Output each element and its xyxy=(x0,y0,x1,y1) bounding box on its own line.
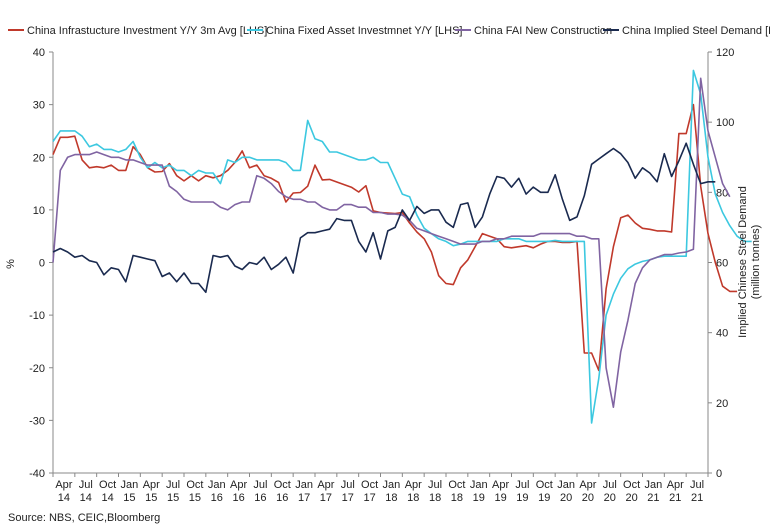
x-tick-month: Jul xyxy=(166,479,180,491)
x-tick-year: 20 xyxy=(582,492,594,504)
x-tick-month: Jan xyxy=(121,479,139,491)
x-tick-month: Jan xyxy=(383,479,401,491)
legend-label-3: China FAI New Construction xyxy=(474,25,612,37)
y-left-tick-label: 40 xyxy=(33,47,45,59)
y-axis-right-title: Implied Chinese Steel Demand (million ton… xyxy=(737,186,762,338)
x-tick-year: 14 xyxy=(101,492,113,504)
series-lines xyxy=(52,69,752,424)
legend: China Infrastucture Investment Y/Y 3m Av… xyxy=(8,25,770,37)
legend-label-4: China Implied Steel Demand [RHS] xyxy=(622,25,770,37)
x-tick-month: Jan xyxy=(295,479,313,491)
x-tick-year: 15 xyxy=(189,492,201,504)
x-tick-month: Oct xyxy=(186,479,203,491)
x-tick-month: Oct xyxy=(536,479,553,491)
x-tick-month: Apr xyxy=(55,479,72,491)
x-tick-month: Jan xyxy=(645,479,663,491)
y-axis-right-title-line: (million tonnes) xyxy=(750,225,762,300)
x-tick-month: Oct xyxy=(99,479,116,491)
y-left-tick-label: -20 xyxy=(29,363,45,375)
x-tick-month: Jan xyxy=(470,479,488,491)
x-tick-month: Jul xyxy=(515,479,529,491)
x-tick-year: 21 xyxy=(669,492,681,504)
legend-label-2: China Fixed Asset Investmnet Y/Y [LHS] xyxy=(266,25,462,37)
y-axis-right: 120 100 80 60 40 20 0 xyxy=(708,47,734,480)
y-left-tick-label: 20 xyxy=(33,152,45,164)
x-tick-year: 18 xyxy=(385,492,397,504)
x-tick-year: 18 xyxy=(429,492,441,504)
x-tick-year: 16 xyxy=(254,492,266,504)
x-tick-year: 19 xyxy=(494,492,506,504)
x-tick-month: Oct xyxy=(448,479,465,491)
x-tick-month: Jul xyxy=(690,479,704,491)
y-left-tick-label: 10 xyxy=(33,205,45,217)
x-tick-year: 16 xyxy=(211,492,223,504)
y-right-tick-label: 80 xyxy=(716,187,728,199)
y-axis-right-title-line: Implied Chinese Steel Demand xyxy=(737,186,749,338)
x-tick-year: 16 xyxy=(276,492,288,504)
x-tick-month: Jul xyxy=(79,479,93,491)
plot-area xyxy=(52,52,709,474)
x-tick-year: 17 xyxy=(363,492,375,504)
legend-label-1: China Infrastucture Investment Y/Y 3m Av… xyxy=(27,25,267,37)
source-note: Source: NBS, CEIC,Bloomberg xyxy=(8,512,161,524)
x-tick-year: 17 xyxy=(342,492,354,504)
x-tick-year: 18 xyxy=(407,492,419,504)
x-tick-month: Jul xyxy=(341,479,355,491)
x-tick-year: 19 xyxy=(473,492,485,504)
x-tick-year: 19 xyxy=(516,492,528,504)
x-tick-year: 14 xyxy=(80,492,92,504)
x-tick-month: Oct xyxy=(623,479,640,491)
series-line-2 xyxy=(52,69,752,424)
x-tick-month: Apr xyxy=(405,479,422,491)
x-tick-year: 15 xyxy=(167,492,179,504)
x-tick-month: Jul xyxy=(603,479,617,491)
x-tick-year: 20 xyxy=(625,492,637,504)
x-tick-month: Oct xyxy=(361,479,378,491)
x-tick-year: 18 xyxy=(451,492,463,504)
x-tick-month: Jul xyxy=(428,479,442,491)
series-line-3 xyxy=(52,77,731,409)
x-tick-year: 14 xyxy=(58,492,70,504)
x-tick-year: 20 xyxy=(560,492,572,504)
x-tick-month: Oct xyxy=(274,479,291,491)
x-tick-month: Apr xyxy=(143,479,160,491)
y-right-tick-label: 0 xyxy=(716,468,722,480)
series-line-1 xyxy=(52,103,738,372)
y-left-tick-label: -10 xyxy=(29,310,45,322)
y-axis-left-title: % xyxy=(5,259,17,269)
y-right-tick-label: 60 xyxy=(716,258,728,270)
x-tick-year: 15 xyxy=(123,492,135,504)
y-axis-left: 40 30 20 10 0 -10 -20 -30 -40 xyxy=(29,47,53,480)
x-tick-year: 16 xyxy=(232,492,244,504)
y-left-tick-label: 0 xyxy=(39,258,45,270)
x-tick-month: Apr xyxy=(579,479,596,491)
x-tick-month: Apr xyxy=(667,479,684,491)
y-left-tick-label: 30 xyxy=(33,100,45,112)
x-tick-year: 19 xyxy=(538,492,550,504)
x-tick-year: 21 xyxy=(647,492,659,504)
x-tick-year: 17 xyxy=(320,492,332,504)
x-tick-year: 17 xyxy=(298,492,310,504)
y-right-tick-label: 40 xyxy=(716,328,728,340)
series-line-4 xyxy=(52,142,716,294)
x-tick-month: Apr xyxy=(230,479,247,491)
x-tick-month: Apr xyxy=(492,479,509,491)
x-tick-month: Jan xyxy=(557,479,575,491)
x-tick-year: 21 xyxy=(691,492,703,504)
y-right-tick-label: 20 xyxy=(716,398,728,410)
y-left-tick-label: -30 xyxy=(29,415,45,427)
x-tick-year: 15 xyxy=(145,492,157,504)
x-tick-month: Apr xyxy=(317,479,334,491)
x-tick-year: 20 xyxy=(604,492,616,504)
x-tick-month: Jul xyxy=(253,479,267,491)
y-right-tick-label: 120 xyxy=(716,47,734,59)
x-tick-month: Jan xyxy=(208,479,226,491)
x-axis: Apr14Jul14Oct14Jan15Apr15Jul15Oct15Jan16… xyxy=(52,473,709,504)
y-right-tick-label: 100 xyxy=(716,117,734,129)
y-left-tick-label: -40 xyxy=(29,468,45,480)
